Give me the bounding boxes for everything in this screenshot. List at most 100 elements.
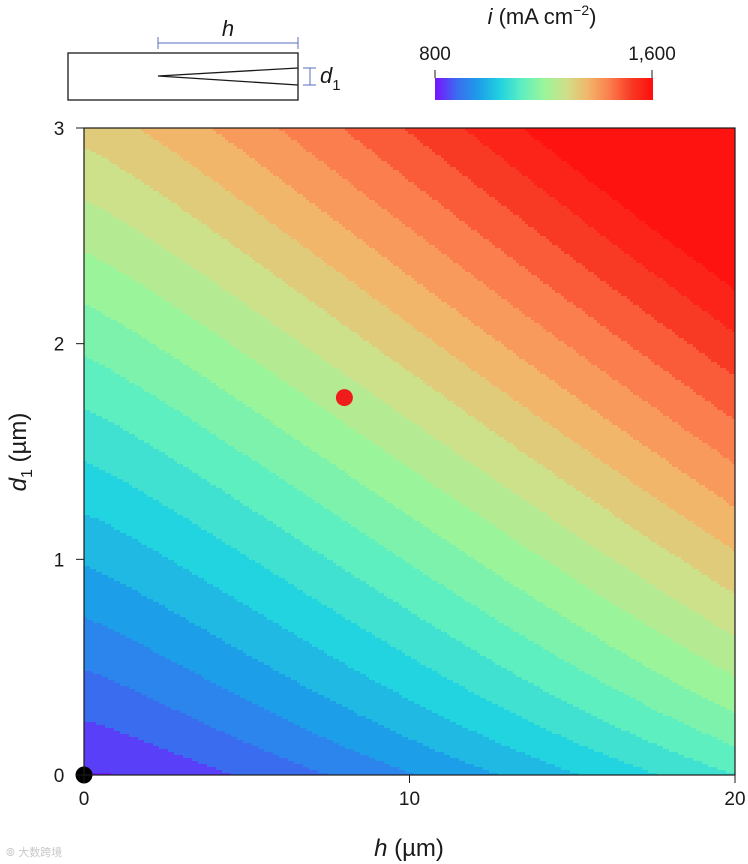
- contour-band-cell: [177, 461, 259, 465]
- contour-band-cell: [420, 569, 493, 573]
- contour-band-cell: [426, 191, 487, 195]
- contour-band-cell: [84, 383, 136, 387]
- contour-band-cell: [417, 614, 490, 618]
- contour-band-cell: [84, 158, 109, 162]
- contour-band-cell: [564, 659, 637, 663]
- contour-band-cell: [420, 662, 496, 666]
- contour-band-cell: [204, 722, 295, 726]
- contour-band-cell: [645, 221, 735, 225]
- contour-band-cell: [114, 680, 211, 684]
- contour-band-cell: [174, 560, 256, 564]
- contour-band-cell: [132, 485, 217, 489]
- colorbar: i (mA cm−2) 800 1,600: [419, 2, 676, 100]
- contour-band-cell: [708, 443, 735, 447]
- contour-band-cell: [669, 371, 730, 375]
- contour-band-cell: [618, 758, 694, 762]
- contour-band-cell: [408, 608, 481, 612]
- contour-band-cell: [381, 302, 448, 306]
- contour-band-cell: [405, 272, 472, 276]
- contour-band-cell: [456, 167, 517, 171]
- contour-band-cell: [672, 374, 735, 378]
- contour-band-cell: [495, 572, 568, 576]
- contour-band-cell: [84, 704, 166, 708]
- contour-band-cell: [96, 257, 181, 261]
- contour-band-cell: [630, 479, 697, 483]
- contour-band-cell: [483, 329, 547, 333]
- contour-band-cell: [411, 371, 478, 375]
- contour-band-cell: [192, 368, 268, 372]
- contour-band-cell: [441, 674, 517, 678]
- contour-band-cell: [390, 728, 469, 732]
- contour-band-cell: [270, 710, 355, 714]
- contour-band-cell: [447, 254, 508, 258]
- contour-band-cell: [294, 761, 385, 765]
- contour-band-cell: [282, 626, 361, 630]
- contour-band-cell: [438, 671, 514, 675]
- contour-band-cell: [561, 569, 631, 573]
- contour-band-cell: [291, 434, 364, 438]
- contour-band-cell: [549, 239, 610, 243]
- contour-band-cell: [669, 239, 735, 243]
- contour-band-cell: [327, 737, 409, 741]
- contour-band-cell: [567, 161, 735, 165]
- contour-band-cell: [90, 566, 184, 570]
- contour-band-cell: [312, 644, 391, 648]
- contour-band-cell: [717, 407, 735, 411]
- contour-band-cell: [657, 773, 735, 775]
- contour-band-cell: [633, 212, 735, 216]
- contour-band-cell: [84, 557, 169, 561]
- contour-band-cell: [633, 437, 700, 441]
- contour-band-cell: [591, 362, 655, 366]
- contour-band-cell: [84, 671, 94, 675]
- contour-band-cell: [180, 257, 253, 261]
- contour-band-cell: [84, 170, 127, 174]
- contour-band-cell: [489, 146, 547, 150]
- contour-band-cell: [216, 767, 310, 771]
- contour-band-cell: [558, 566, 628, 570]
- contour-band-cell: [444, 716, 523, 720]
- contour-band-cell: [243, 602, 322, 606]
- contour-band-cell: [708, 488, 735, 492]
- contour-band-cell: [84, 584, 127, 588]
- contour-band-cell: [291, 533, 367, 537]
- contour-band-cell: [84, 701, 160, 705]
- contour-band-cell: [84, 329, 133, 333]
- contour-band-cell: [441, 536, 511, 540]
- contour-band-cell: [420, 617, 496, 621]
- contour-band-cell: [423, 143, 484, 147]
- contour-band-cell: [522, 218, 583, 222]
- contour-band-cell: [300, 242, 367, 246]
- contour-band-cell: [594, 590, 664, 594]
- contour-band-cell: [492, 242, 553, 246]
- contour-band-cell: [318, 404, 391, 408]
- contour-band-cell: [84, 473, 112, 477]
- contour-band-cell: [183, 413, 262, 417]
- colorbar-min-label: 800: [419, 44, 451, 65]
- contour-band-cell: [666, 326, 727, 330]
- contour-band-cell: [678, 512, 735, 516]
- contour-band-cell: [126, 170, 202, 174]
- contour-band-cell: [612, 557, 682, 561]
- contour-band-cell: [492, 383, 559, 387]
- contour-band-cell: [384, 593, 457, 597]
- contour-band-cell: [309, 299, 379, 303]
- contour-band-cell: [84, 392, 151, 396]
- contour-band-cell: [84, 350, 166, 354]
- contour-band-cell: [189, 314, 262, 318]
- contour-band-cell: [423, 236, 484, 240]
- contour-band-cell: [663, 413, 727, 417]
- contour-band-cell: [84, 320, 118, 324]
- contour-band-cell: [606, 371, 670, 375]
- contour-band-cell: [525, 221, 586, 225]
- contour-band-cell: [375, 443, 445, 447]
- contour-band-cell: [615, 647, 688, 651]
- contour-band-cell: [84, 512, 178, 516]
- contour-band-cell: [246, 554, 325, 558]
- contour-band-cell: [258, 704, 343, 708]
- contour-band-cell: [285, 431, 358, 435]
- contour-band-cell: [330, 167, 394, 171]
- contour-band-cell: [384, 761, 466, 765]
- contour-band-cell: [351, 620, 427, 624]
- contour-band-cell: [222, 287, 295, 291]
- contour-band-cell: [312, 449, 385, 453]
